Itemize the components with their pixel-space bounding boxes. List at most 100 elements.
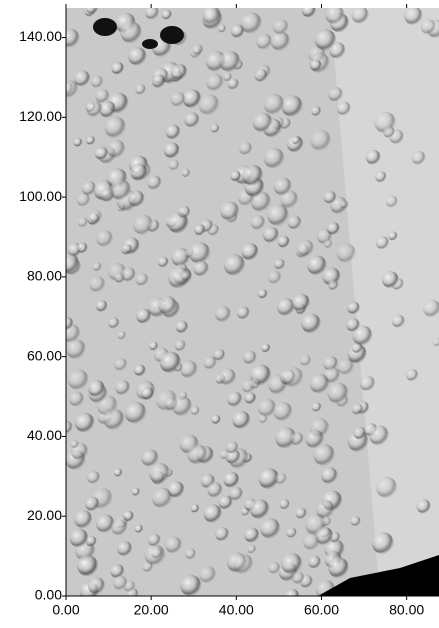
relief-bump bbox=[87, 470, 101, 484]
relief-bump bbox=[110, 564, 125, 579]
relief-bump bbox=[223, 471, 240, 488]
relief-bump bbox=[67, 369, 89, 391]
relief-bump bbox=[406, 368, 419, 382]
relief-bump bbox=[69, 528, 89, 548]
relief-bump bbox=[311, 106, 322, 117]
relief-bump bbox=[227, 391, 243, 407]
relief-bump bbox=[198, 94, 220, 116]
relief-bump bbox=[241, 243, 259, 261]
relief-bump bbox=[258, 289, 268, 299]
relief-bump bbox=[281, 553, 303, 575]
relief-bump bbox=[239, 141, 253, 155]
relief-bump bbox=[66, 316, 74, 331]
relief-bump bbox=[174, 339, 186, 352]
relief-bump bbox=[371, 532, 394, 555]
relief-bump bbox=[206, 73, 224, 92]
relief-bump bbox=[244, 527, 260, 543]
relief-bump bbox=[136, 308, 152, 324]
relief-bump bbox=[181, 168, 191, 178]
relief-bump bbox=[86, 135, 96, 145]
relief-bump bbox=[202, 8, 222, 25]
relief-bump bbox=[249, 377, 261, 390]
relief-bump bbox=[252, 112, 273, 133]
relief-bump bbox=[199, 566, 217, 584]
relief-bump bbox=[149, 341, 159, 351]
relief-bump bbox=[134, 364, 146, 377]
x-tick-label: 60.00 bbox=[304, 602, 339, 618]
relief-bump bbox=[283, 367, 304, 388]
relief-bump bbox=[268, 561, 281, 574]
relief-bump bbox=[309, 373, 330, 394]
relief-bump bbox=[351, 403, 364, 415]
relief-bump bbox=[249, 499, 270, 520]
relief-bump bbox=[275, 472, 287, 485]
y-tick-label: 0.00 bbox=[35, 587, 62, 603]
y-tick-label: 20.00 bbox=[27, 507, 62, 523]
relief-bump bbox=[375, 171, 387, 183]
relief-bump bbox=[301, 8, 316, 18]
relief-bump bbox=[340, 200, 349, 209]
relief-bump bbox=[219, 368, 237, 386]
relief-bump bbox=[315, 499, 335, 519]
relief-bump bbox=[346, 318, 360, 332]
relief-bump bbox=[259, 518, 281, 539]
relief-bump bbox=[106, 139, 126, 159]
relief-bump bbox=[135, 84, 146, 95]
relief-bump bbox=[110, 179, 132, 201]
relief-bump bbox=[142, 561, 153, 573]
relief-bump bbox=[121, 267, 136, 282]
relief-bump bbox=[141, 387, 154, 401]
relief-bump bbox=[113, 575, 128, 591]
relief-bump bbox=[297, 239, 315, 257]
relief-bump bbox=[170, 91, 186, 107]
relief-bump bbox=[223, 254, 246, 276]
relief-bump bbox=[167, 481, 185, 498]
relief-bump bbox=[352, 325, 373, 346]
relief-bump bbox=[111, 519, 128, 536]
relief-bump bbox=[385, 195, 398, 208]
relief-bump bbox=[250, 215, 266, 230]
relief-bump bbox=[383, 126, 395, 138]
relief-bump bbox=[279, 499, 290, 510]
relief-bump bbox=[148, 462, 171, 484]
relief-bump bbox=[68, 391, 85, 407]
relief-bump bbox=[256, 33, 273, 50]
relief-bump bbox=[145, 8, 159, 20]
relief-bump bbox=[108, 317, 120, 329]
x-tick-label: 40.00 bbox=[219, 602, 254, 618]
relief-bump bbox=[328, 279, 339, 291]
relief-bump bbox=[203, 356, 217, 370]
relief-bump bbox=[151, 547, 163, 559]
relief-bump bbox=[227, 78, 239, 90]
relief-bump bbox=[135, 273, 149, 286]
relief-bump bbox=[328, 86, 343, 102]
relief-bump bbox=[432, 338, 439, 347]
relief-bump bbox=[226, 441, 239, 454]
relief-bump bbox=[375, 236, 390, 250]
relief-bump bbox=[96, 229, 114, 247]
relief-bump bbox=[85, 496, 100, 512]
relief-bump bbox=[213, 348, 226, 361]
relief-bump bbox=[310, 129, 332, 151]
relief-bump bbox=[121, 243, 133, 255]
x-tick-label: 20.00 bbox=[134, 602, 169, 618]
relief-bump bbox=[247, 544, 257, 554]
relief-bump bbox=[230, 170, 242, 182]
relief-bump bbox=[365, 149, 381, 165]
relief-bump bbox=[147, 175, 162, 190]
x-tick-label: 80.00 bbox=[389, 602, 424, 618]
relief-bump bbox=[203, 504, 222, 523]
relief-bump bbox=[229, 486, 243, 501]
relief-bump bbox=[66, 339, 86, 360]
relief-bump bbox=[351, 8, 369, 24]
relief-bump bbox=[257, 398, 277, 418]
relief-bump bbox=[92, 262, 102, 272]
relief-bump bbox=[95, 300, 108, 312]
relief-bump bbox=[134, 524, 143, 534]
relief-bump bbox=[185, 548, 196, 560]
relief-bump bbox=[128, 190, 145, 207]
relief-bump bbox=[301, 313, 321, 334]
relief-bump bbox=[281, 95, 303, 117]
relief-bump bbox=[337, 358, 355, 375]
relief-bump bbox=[321, 516, 332, 527]
